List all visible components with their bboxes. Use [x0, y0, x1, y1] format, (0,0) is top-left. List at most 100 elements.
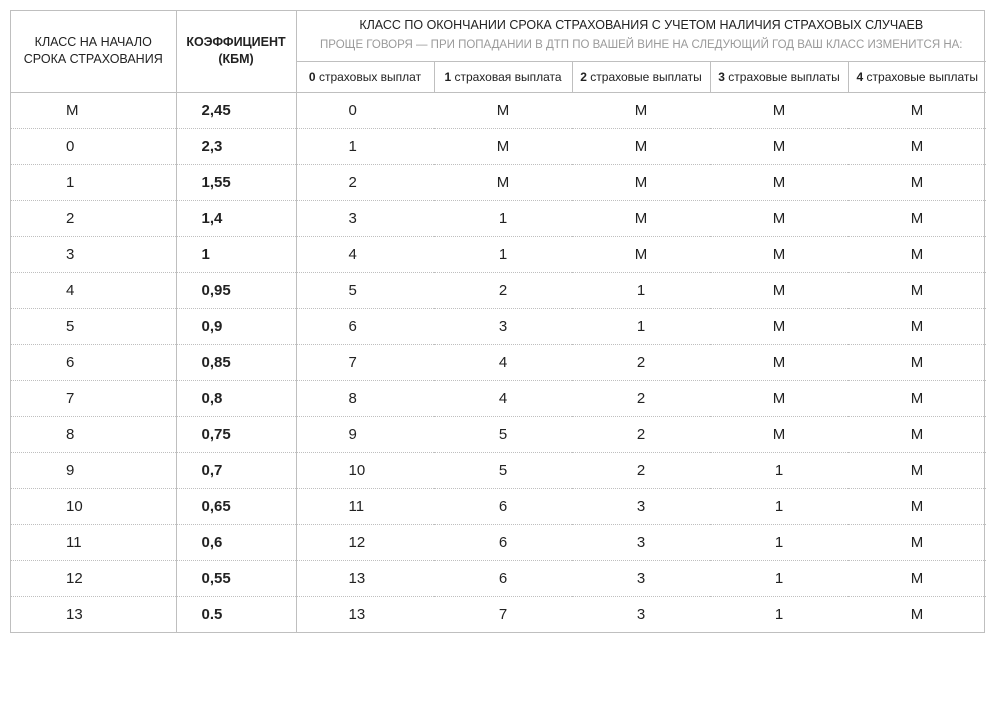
cell-payouts-4: М — [848, 272, 986, 308]
table-row: М2,450ММММ — [11, 92, 986, 128]
cell-start-class: 4 — [11, 272, 176, 308]
cell-payouts-1: 6 — [434, 488, 572, 524]
cell-start-class: 12 — [11, 560, 176, 596]
cell-payouts-4: М — [848, 308, 986, 344]
header-start-class: КЛАСС НА НАЧАЛО СРОКА СТРАХОВАНИЯ — [11, 11, 176, 92]
cell-payouts-4: М — [848, 488, 986, 524]
kbm-table-container: КЛАСС НА НАЧАЛО СРОКА СТРАХОВАНИЯ КОЭФФИ… — [10, 10, 985, 633]
cell-start-class: 6 — [11, 344, 176, 380]
cell-payouts-0: 8 — [296, 380, 434, 416]
table-row: 130.513731М — [11, 596, 986, 632]
cell-payouts-3: М — [710, 344, 848, 380]
cell-payouts-0: 12 — [296, 524, 434, 560]
cell-payouts-0: 9 — [296, 416, 434, 452]
cell-payouts-0: 0 — [296, 92, 434, 128]
cell-payouts-1: 1 — [434, 200, 572, 236]
table-row: 02,31ММММ — [11, 128, 986, 164]
cell-coefficient: 0,8 — [176, 380, 296, 416]
table-row: 80,75952ММ — [11, 416, 986, 452]
cell-start-class: 2 — [11, 200, 176, 236]
subheader-0-payouts: 0 страховых выплат — [296, 61, 434, 92]
cell-payouts-1: М — [434, 128, 572, 164]
cell-payouts-3: М — [710, 308, 848, 344]
cell-payouts-1: 6 — [434, 560, 572, 596]
cell-payouts-1: 3 — [434, 308, 572, 344]
cell-payouts-3: 1 — [710, 452, 848, 488]
cell-payouts-0: 13 — [296, 596, 434, 632]
cell-coefficient: 0.5 — [176, 596, 296, 632]
cell-payouts-3: 1 — [710, 488, 848, 524]
cell-coefficient: 0,55 — [176, 560, 296, 596]
cell-payouts-2: 3 — [572, 560, 710, 596]
cell-payouts-3: М — [710, 128, 848, 164]
cell-payouts-3: 1 — [710, 560, 848, 596]
cell-start-class: 9 — [11, 452, 176, 488]
cell-payouts-4: М — [848, 164, 986, 200]
table-row: 11,552ММММ — [11, 164, 986, 200]
subheader-3-payouts: 3 страховые выплаты — [710, 61, 848, 92]
cell-payouts-4: М — [848, 128, 986, 164]
header-coefficient: КОЭФФИЦИЕНТ (КБМ) — [176, 11, 296, 92]
header-end-class-title: КЛАСС ПО ОКОНЧАНИИ СРОКА СТРАХОВАНИЯ С У… — [301, 17, 983, 35]
cell-payouts-1: М — [434, 92, 572, 128]
cell-start-class: 0 — [11, 128, 176, 164]
cell-payouts-3: М — [710, 164, 848, 200]
table-body: М2,450ММММ02,31ММММ11,552ММММ21,431МММ31… — [11, 92, 986, 632]
cell-coefficient: 1,4 — [176, 200, 296, 236]
cell-coefficient: 0,85 — [176, 344, 296, 380]
cell-payouts-2: 2 — [572, 344, 710, 380]
kbm-table: КЛАСС НА НАЧАЛО СРОКА СТРАХОВАНИЯ КОЭФФИ… — [11, 11, 986, 632]
cell-payouts-2: М — [572, 236, 710, 272]
cell-payouts-2: 3 — [572, 596, 710, 632]
cell-payouts-3: 1 — [710, 596, 848, 632]
cell-payouts-3: М — [710, 200, 848, 236]
subheader-4-payouts: 4 страховые выплаты — [848, 61, 986, 92]
header-start-class-line2: СРОКА СТРАХОВАНИЯ — [15, 51, 172, 68]
cell-payouts-1: 6 — [434, 524, 572, 560]
cell-payouts-2: 2 — [572, 416, 710, 452]
cell-payouts-2: М — [572, 164, 710, 200]
cell-payouts-1: 4 — [434, 344, 572, 380]
subheader-1-payout: 1 страховая выплата — [434, 61, 572, 92]
cell-payouts-1: 7 — [434, 596, 572, 632]
cell-payouts-3: М — [710, 272, 848, 308]
cell-coefficient: 0,6 — [176, 524, 296, 560]
cell-payouts-0: 5 — [296, 272, 434, 308]
cell-coefficient: 2,45 — [176, 92, 296, 128]
header-start-class-line1: КЛАСС НА НАЧАЛО — [15, 34, 172, 51]
cell-start-class: М — [11, 92, 176, 128]
cell-start-class: 11 — [11, 524, 176, 560]
header-end-class-group: КЛАСС ПО ОКОНЧАНИИ СРОКА СТРАХОВАНИЯ С У… — [296, 11, 986, 61]
cell-payouts-0: 2 — [296, 164, 434, 200]
cell-payouts-0: 13 — [296, 560, 434, 596]
cell-payouts-4: М — [848, 344, 986, 380]
cell-payouts-1: 5 — [434, 416, 572, 452]
table-row: 50,9631ММ — [11, 308, 986, 344]
cell-payouts-1: 2 — [434, 272, 572, 308]
cell-payouts-3: М — [710, 380, 848, 416]
cell-start-class: 13 — [11, 596, 176, 632]
cell-payouts-1: 4 — [434, 380, 572, 416]
header-end-class-subtitle: ПРОЩЕ ГОВОРЯ — ПРИ ПОПАДАНИИ В ДТП ПО ВА… — [301, 37, 983, 53]
cell-payouts-0: 7 — [296, 344, 434, 380]
cell-payouts-4: М — [848, 200, 986, 236]
subheader-2-payouts: 2 страховые выплаты — [572, 61, 710, 92]
table-row: 90,710521М — [11, 452, 986, 488]
cell-payouts-0: 4 — [296, 236, 434, 272]
cell-payouts-2: 1 — [572, 308, 710, 344]
cell-payouts-4: М — [848, 524, 986, 560]
cell-payouts-0: 3 — [296, 200, 434, 236]
cell-start-class: 3 — [11, 236, 176, 272]
table-row: 110,612631М — [11, 524, 986, 560]
table-row: 21,431МММ — [11, 200, 986, 236]
cell-coefficient: 1,55 — [176, 164, 296, 200]
cell-payouts-1: 5 — [434, 452, 572, 488]
header-coefficient-line1: КОЭФФИЦИЕНТ — [186, 35, 285, 49]
cell-start-class: 1 — [11, 164, 176, 200]
table-row: 3141МММ — [11, 236, 986, 272]
cell-payouts-4: М — [848, 416, 986, 452]
table-row: 120,5513631М — [11, 560, 986, 596]
cell-coefficient: 0,65 — [176, 488, 296, 524]
cell-coefficient: 0,95 — [176, 272, 296, 308]
cell-payouts-2: 1 — [572, 272, 710, 308]
